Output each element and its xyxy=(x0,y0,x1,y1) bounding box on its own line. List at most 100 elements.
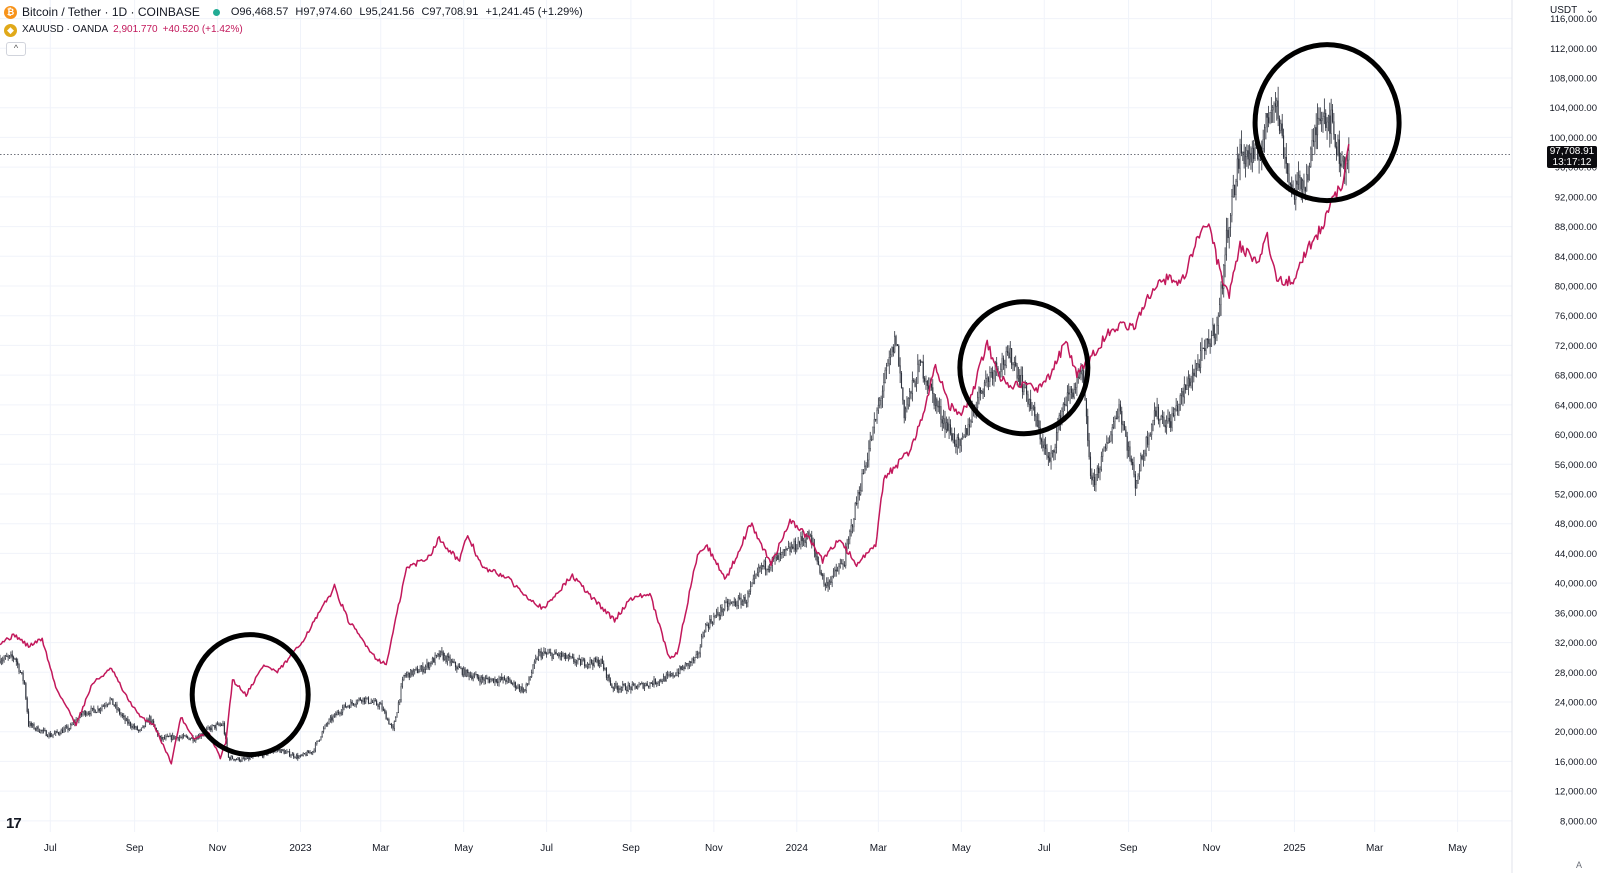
btc-candle-body xyxy=(1227,230,1228,238)
btc-candle-body xyxy=(875,419,876,420)
btc-candle-body xyxy=(762,565,763,566)
btc-candle-body xyxy=(46,731,47,736)
btc-candle-body xyxy=(406,674,407,675)
btc-candle-body xyxy=(340,713,341,714)
btc-candle-body xyxy=(500,677,501,679)
btc-candle-body xyxy=(699,653,700,654)
btc-candle-body xyxy=(1019,375,1020,385)
tradingview-logo[interactable]: 17 xyxy=(6,815,21,832)
btc-candle-body xyxy=(719,615,720,616)
btc-candle-body xyxy=(1286,157,1287,163)
btc-candle-body xyxy=(361,700,362,701)
btc-candle-body xyxy=(843,563,844,564)
btc-candle-body xyxy=(213,725,214,726)
btc-candle-body xyxy=(586,666,587,667)
btc-candle-body xyxy=(578,659,579,661)
btc-candle-body xyxy=(1335,134,1336,146)
btc-candle-body xyxy=(28,712,29,726)
y-tick-label: 56,000.00 xyxy=(1555,460,1597,471)
chevron-up-icon[interactable]: ^ xyxy=(6,42,26,56)
btc-candle-body xyxy=(1072,393,1073,397)
btc-candle-body xyxy=(432,658,433,664)
btc-candle-body xyxy=(1302,181,1303,190)
btc-candle-body xyxy=(612,685,613,688)
btc-candle-body xyxy=(936,399,937,406)
btc-candle-body xyxy=(1305,188,1306,192)
btc-candle-body xyxy=(678,672,679,673)
btc-candle-body xyxy=(873,427,874,439)
currency-selector[interactable]: USDT ⌄ xyxy=(1546,2,1598,19)
btc-candle-body xyxy=(654,679,655,685)
btc-candle-body xyxy=(296,755,297,757)
btc-candle-body xyxy=(735,602,736,606)
btc-candle-body xyxy=(780,554,781,555)
overlay-symbol-title[interactable]: XAUUSD · OANDA xyxy=(22,21,108,39)
btc-candle-body xyxy=(715,616,716,617)
btc-candle-body xyxy=(712,622,713,623)
legend-main-row[interactable]: ₿ Bitcoin / Tether · 1D · COINBASE O96,4… xyxy=(4,3,587,21)
btc-candle-body xyxy=(602,659,603,664)
btc-candle-body xyxy=(126,719,127,721)
btc-candle-body xyxy=(1006,351,1007,365)
btc-candle-body xyxy=(250,757,251,759)
btc-candle-body xyxy=(306,754,307,755)
btc-candle-body xyxy=(1055,448,1056,453)
btc-candle-body xyxy=(1314,127,1315,141)
btc-candle-body xyxy=(115,705,116,706)
btc-candle-body xyxy=(1132,462,1133,465)
btc-candle-body xyxy=(1310,149,1311,167)
btc-candle-body xyxy=(613,687,614,688)
btc-candle-body xyxy=(1219,305,1220,316)
main-symbol-title[interactable]: Bitcoin / Tether · 1D · COINBASE xyxy=(22,3,200,21)
btc-candle-body xyxy=(484,679,485,681)
btc-candle-body xyxy=(932,387,933,393)
btc-candle-body xyxy=(1143,456,1144,459)
btc-candle-body xyxy=(452,661,453,662)
btc-candle-body xyxy=(461,668,462,669)
btc-candle-body xyxy=(345,705,346,708)
btc-candle-body xyxy=(704,632,705,636)
btc-candle-body xyxy=(515,682,516,687)
btc-candle-body xyxy=(961,439,962,446)
btc-candle-body xyxy=(690,662,691,663)
btc-candle-body xyxy=(420,669,421,672)
btc-candle-body xyxy=(801,536,802,544)
btc-candle-body xyxy=(534,662,535,665)
btc-candle-body xyxy=(622,684,623,687)
btc-candle-body xyxy=(25,683,26,698)
legend-overlay-row[interactable]: ◆ XAUUSD · OANDA 2,901.770 +40.520 (+1.4… xyxy=(4,21,587,39)
btc-candle-body xyxy=(1030,399,1031,408)
btc-candle-body xyxy=(1075,387,1076,389)
btc-candle-body xyxy=(533,665,534,673)
btc-candle-body xyxy=(393,726,394,728)
btc-candle-body xyxy=(685,664,686,669)
btc-candle-body xyxy=(889,357,890,364)
btc-candle-body xyxy=(1078,377,1079,378)
btc-candle-body xyxy=(89,713,90,714)
btc-candle-body xyxy=(91,709,92,714)
btc-candle-body xyxy=(694,657,695,660)
btc-candle-body xyxy=(216,724,217,728)
btc-candle-body xyxy=(553,654,554,658)
btc-candle-body xyxy=(297,755,298,758)
btc-candle-body xyxy=(5,656,6,658)
auto-scale-button[interactable]: A xyxy=(1576,860,1582,870)
btc-candle-body xyxy=(133,726,134,728)
btc-candle-body xyxy=(708,625,709,628)
btc-candle-body xyxy=(1232,197,1233,216)
btc-candle-body xyxy=(753,579,754,583)
btc-candle-body xyxy=(1282,124,1283,136)
btc-candle-body xyxy=(337,712,338,715)
btc-candle-body xyxy=(832,577,833,582)
btc-candle-body xyxy=(488,678,489,679)
btc-candle-body xyxy=(214,725,215,728)
btc-candle-body xyxy=(841,563,842,564)
btc-candle-body xyxy=(1097,468,1098,474)
btc-candle-body xyxy=(93,708,94,710)
btc-candle-body xyxy=(9,656,10,657)
btc-candle-body xyxy=(368,698,369,703)
btc-candle-body xyxy=(707,624,708,625)
btc-candle-body xyxy=(493,679,494,683)
